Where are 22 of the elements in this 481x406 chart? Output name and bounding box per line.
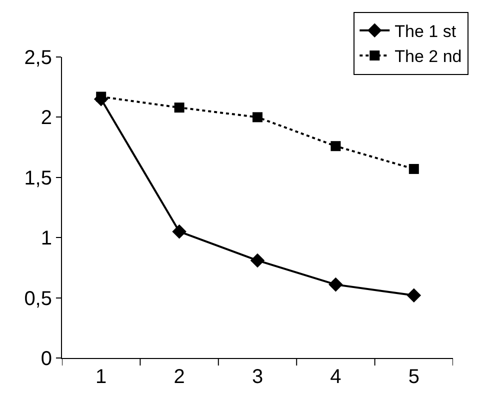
point xyxy=(172,224,186,239)
point xyxy=(96,92,106,102)
x-tick-label: 5 xyxy=(408,366,420,388)
legend-label: The 1 st xyxy=(394,22,456,42)
y-tick-label: 2,5 xyxy=(24,47,52,69)
point xyxy=(406,288,422,303)
point xyxy=(330,141,341,152)
point xyxy=(174,102,184,113)
point xyxy=(328,277,343,292)
legend-label: The 2 nd xyxy=(394,47,462,66)
y-tick-label: 1,5 xyxy=(24,167,52,190)
point xyxy=(252,112,262,122)
point xyxy=(250,253,265,268)
y-tick-label: 0,5 xyxy=(24,288,52,310)
y-tick-label: 2 xyxy=(40,107,52,130)
y-tick-label: 1 xyxy=(40,228,52,250)
x-tick-label: 1 xyxy=(96,366,107,388)
x-tick-label: 4 xyxy=(330,366,342,388)
y-tick-label: 0 xyxy=(40,348,52,370)
point xyxy=(408,164,419,174)
x-tick-label: 3 xyxy=(252,366,264,388)
x-tick-label: 2 xyxy=(174,366,185,388)
